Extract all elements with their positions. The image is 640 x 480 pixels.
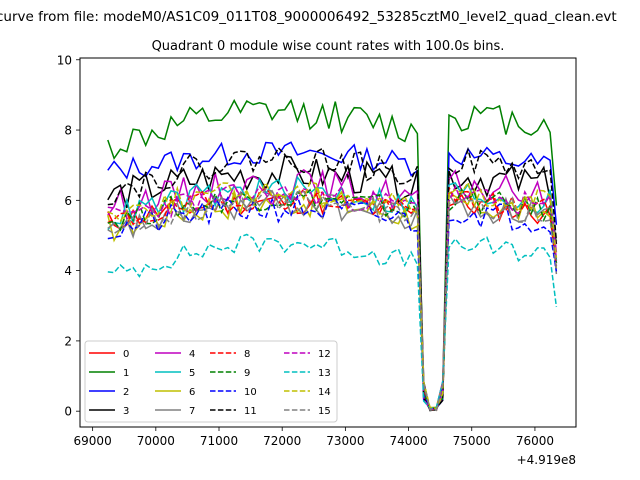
legend-label-4: 4 [189,349,195,360]
y-axis: 0 2 4 6 8 10 [57,53,80,419]
legend-box [84,340,338,423]
legend-label-15: 15 [318,406,331,417]
series-line-11 [107,146,558,411]
legend-label-13: 13 [318,368,331,379]
x-tick-label: 74000 [389,434,427,448]
legend-label-0: 0 [123,349,129,360]
y-tick-label: 0 [64,405,72,419]
axes-title: Quadrant 0 module wise count rates with … [152,39,505,54]
legend-label-5: 5 [189,368,195,379]
legend-label-3: 3 [123,406,129,417]
legend-label-11: 11 [244,406,257,417]
x-tick-label: 70000 [137,434,175,448]
y-tick-label: 10 [57,53,72,67]
legend-label-7: 7 [189,406,195,417]
series-line-10 [107,194,558,411]
axes-frame [79,57,577,428]
legend-label-1: 1 [123,368,129,379]
series-line-8 [107,187,558,412]
x-offset-label: +4.919e8 [517,453,576,467]
x-axis: 69000 70000 71000 72000 73000 74000 75000 76000 [74,427,554,448]
y-tick-label: 6 [64,194,72,208]
legend-label-2: 2 [123,387,129,398]
y-tick-label: 8 [64,124,72,138]
legend-label-12: 12 [318,349,331,360]
legend-label-9: 9 [244,368,250,379]
series-line-12 [107,183,558,411]
figure-suptitle: Light curve from file: modeM0/AS1C09_011… [0,9,617,25]
y-tick-label: 2 [64,334,72,348]
series-line-9 [107,187,558,410]
x-tick-label: 69000 [74,434,112,448]
series-line-2 [107,141,558,409]
series-line-1 [107,98,558,412]
x-tick-label: 76000 [516,434,554,448]
x-tick-label: 73000 [326,434,364,448]
legend-label-10: 10 [244,387,257,398]
legend-label-8: 8 [244,349,250,360]
legend-label-14: 14 [318,387,331,398]
series-line-14 [107,180,558,410]
legend-label-6: 6 [189,387,195,398]
series-line-13 [107,233,558,409]
y-tick-label: 4 [64,264,72,278]
x-tick-label: 72000 [263,434,301,448]
plot-area [107,98,558,412]
x-tick-label: 71000 [200,434,238,448]
x-tick-label: 75000 [453,434,491,448]
